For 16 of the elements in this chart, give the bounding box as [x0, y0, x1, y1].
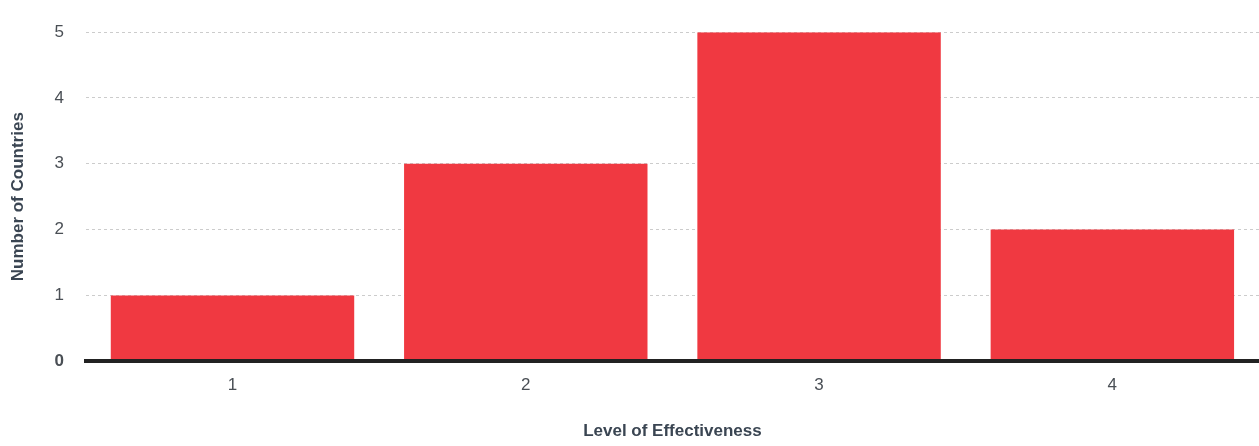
- x-tick-label: 1: [227, 375, 238, 395]
- y-tick-label: 5: [54, 21, 64, 41]
- bar: [697, 32, 941, 361]
- y-tick-label: 0: [54, 350, 64, 370]
- x-tick-label: 2: [521, 375, 531, 395]
- y-axis-title: Number of Countries: [7, 112, 27, 282]
- y-tick-label: 2: [54, 219, 64, 239]
- x-tick-label: 3: [814, 375, 824, 395]
- x-axis-title: Level of Effectiveness: [583, 421, 762, 441]
- x-tick-label: 4: [1107, 375, 1118, 395]
- bar: [110, 295, 355, 361]
- y-tick-label: 3: [54, 153, 64, 173]
- y-tick-label: 4: [54, 87, 64, 107]
- y-tick-label: 1: [54, 285, 64, 305]
- bar: [990, 229, 1235, 361]
- bar: [404, 163, 648, 361]
